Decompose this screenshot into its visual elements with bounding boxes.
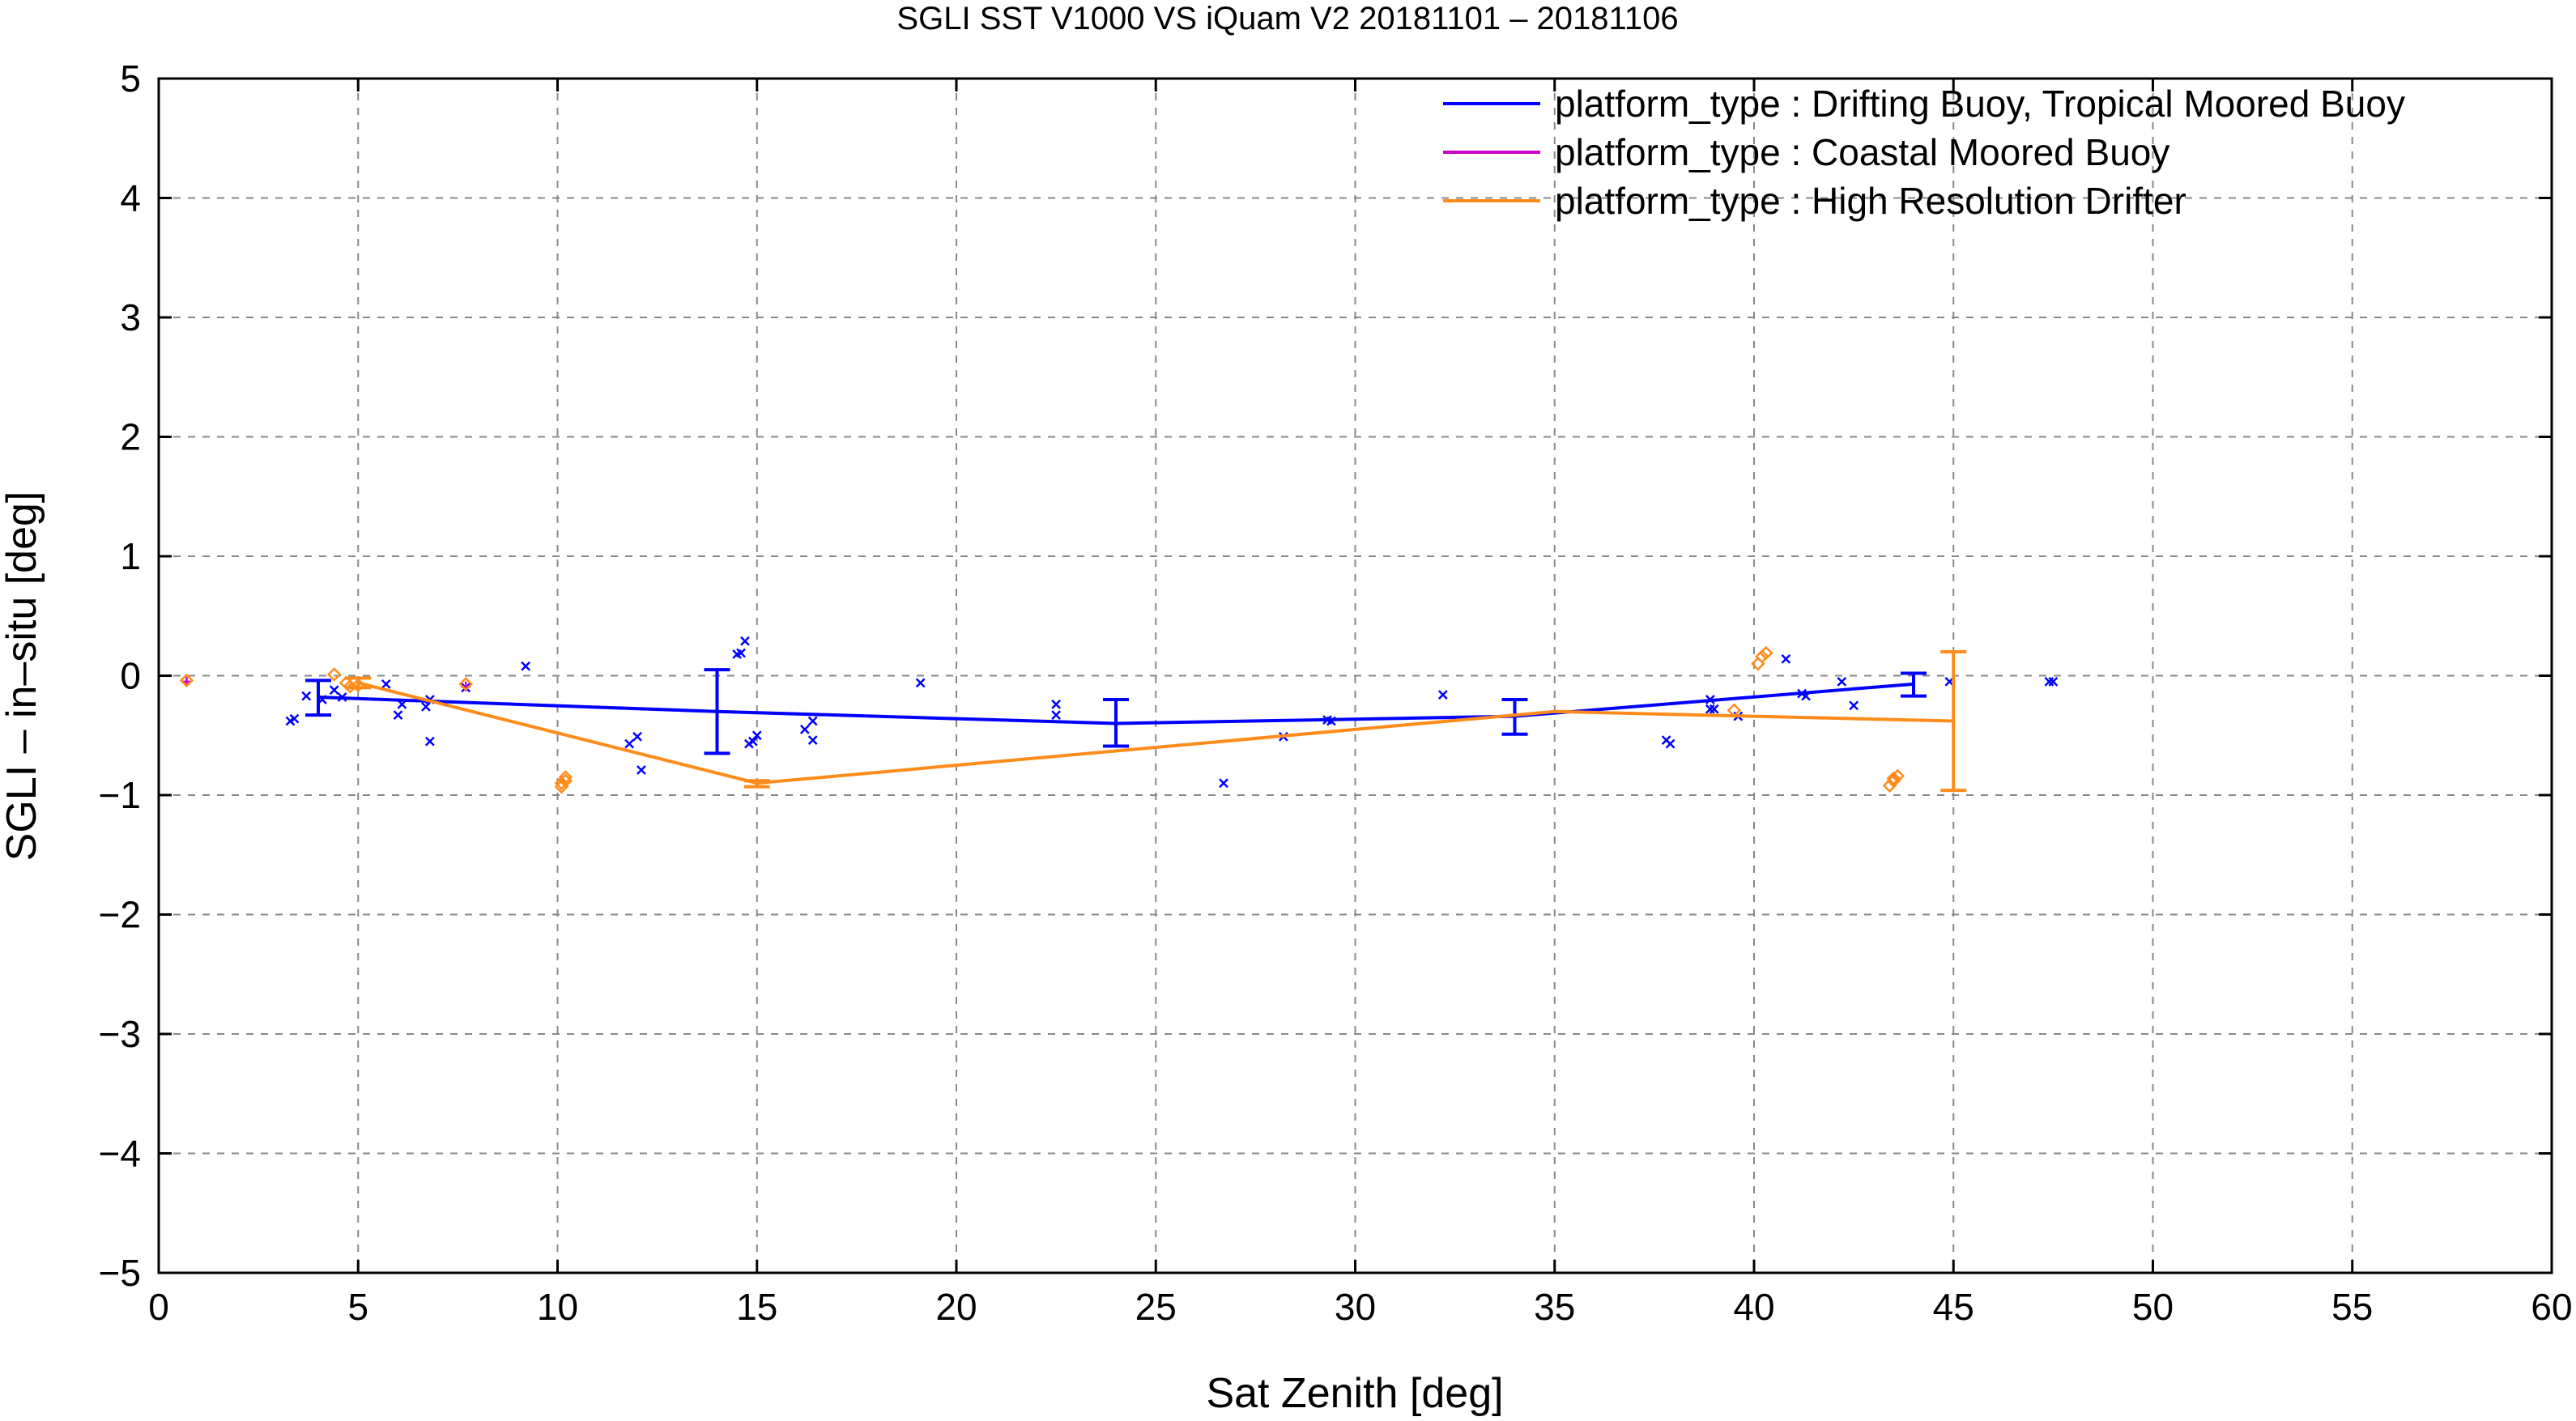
grid-lines [159, 79, 2552, 1273]
x-tick-label: 30 [1335, 1286, 1376, 1328]
data-point [1219, 778, 1228, 789]
x-tick-label: 35 [1534, 1286, 1575, 1328]
data-point [2048, 676, 2059, 687]
data-point [289, 713, 300, 724]
y-tick-label: −4 [99, 1133, 141, 1175]
x-tick-label: 0 [148, 1286, 169, 1328]
data-point [329, 685, 339, 696]
data-point [1755, 649, 1769, 664]
error-bar [743, 779, 770, 789]
data-point [393, 710, 403, 721]
x-axis-title: Sat Zenith [deg] [1206, 1370, 1503, 1417]
data-series [179, 636, 2059, 794]
error-bar [1901, 671, 1927, 698]
y-tick-label: 5 [120, 57, 141, 100]
data-point [301, 691, 312, 701]
data-point [179, 673, 194, 688]
y-tick-label: 2 [120, 416, 141, 458]
data-point [637, 765, 646, 775]
data-point [1051, 710, 1062, 721]
data-point [747, 736, 758, 747]
data-point [736, 648, 746, 658]
y-tick-label: −3 [99, 1013, 141, 1055]
legend-label: platform_type : Coastal Moored Buoy [1555, 131, 2169, 173]
data-point [1709, 704, 1719, 714]
series-1 [285, 636, 2059, 789]
x-tick-label: 10 [537, 1286, 578, 1328]
y-tick-label: −2 [99, 894, 141, 936]
data-point [1886, 771, 1901, 786]
data-point [1890, 768, 1905, 784]
y-tick-label: 4 [120, 177, 141, 219]
error-bar [305, 679, 331, 717]
data-point [752, 730, 762, 741]
data-point [1781, 653, 1791, 664]
error-bar [345, 676, 372, 690]
y-tick-label: 3 [120, 296, 141, 338]
data-point [558, 770, 573, 785]
x-tick-label: 5 [347, 1286, 368, 1328]
error-bar [1501, 698, 1528, 736]
data-point [521, 661, 530, 671]
data-point [1849, 700, 1859, 711]
x-tick-label: 15 [736, 1286, 777, 1328]
data-point [799, 724, 810, 734]
error-bar [1103, 698, 1129, 748]
data-point [807, 716, 818, 726]
error-bar [1940, 650, 1967, 793]
data-point [624, 738, 635, 749]
x-tick-label: 40 [1733, 1286, 1774, 1328]
x-tick-label: 45 [1933, 1286, 1974, 1328]
data-point [632, 731, 642, 742]
legend: platform_type : Drifting Buoy, Tropical … [1443, 83, 2405, 222]
x-tick-label: 60 [2531, 1286, 2572, 1328]
mean-line [357, 681, 1954, 785]
data-point [915, 678, 926, 688]
y-tick-label: 0 [120, 655, 141, 697]
x-tick-label: 50 [2132, 1286, 2174, 1328]
legend-label: platform_type : Drifting Buoy, Tropical … [1555, 83, 2405, 125]
y-axis-title: SGLI – in–situ [deg] [0, 491, 45, 862]
series-3 [179, 645, 1967, 794]
y-tick-label: −5 [99, 1252, 141, 1294]
data-point [326, 667, 342, 682]
data-point [1437, 690, 1448, 700]
data-point [807, 735, 818, 746]
data-point [425, 736, 435, 747]
y-tick-label: −1 [99, 774, 141, 816]
x-tick-label: 55 [2331, 1286, 2373, 1328]
data-point [381, 679, 391, 689]
data-point [1051, 700, 1062, 709]
x-tick-label: 20 [935, 1286, 977, 1328]
error-bar [704, 668, 730, 755]
data-point [1665, 738, 1675, 749]
data-point [740, 636, 750, 646]
legend-label: platform_type : High Resolution Drifter [1555, 180, 2186, 222]
data-point [421, 701, 431, 712]
chart-title: SGLI SST V1000 VS iQuam V2 20181101 – 20… [896, 1, 1678, 36]
x-tick-label: 25 [1135, 1286, 1177, 1328]
data-point [1837, 676, 1847, 687]
data-point [458, 677, 473, 691]
plot-frame [157, 77, 2553, 1274]
data-point [1759, 645, 1773, 661]
y-tick-label: 1 [120, 535, 141, 577]
